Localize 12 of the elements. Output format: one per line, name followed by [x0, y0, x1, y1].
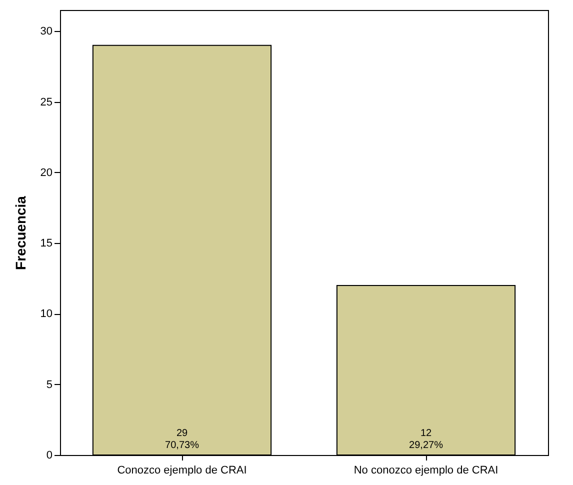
data-label: 12 29,27% — [409, 428, 444, 451]
y-tick-label: 20 — [40, 166, 52, 179]
y-tick-label: 0 — [46, 450, 52, 462]
y-axis-title: Frecuencia — [12, 196, 28, 270]
y-tick-label: 25 — [40, 96, 52, 108]
x-tick-label: No conozco ejemplo de CRAI — [354, 464, 498, 476]
y-tick-label: 10 — [40, 308, 52, 320]
y-tick-label: 15 — [40, 238, 52, 250]
x-tick-label: Conozco ejemplo de CRAI — [117, 464, 247, 476]
y-tick-label: 5 — [46, 378, 52, 391]
y-tick-label: 30 — [40, 26, 52, 38]
data-label: 29 70,73% — [165, 428, 200, 451]
